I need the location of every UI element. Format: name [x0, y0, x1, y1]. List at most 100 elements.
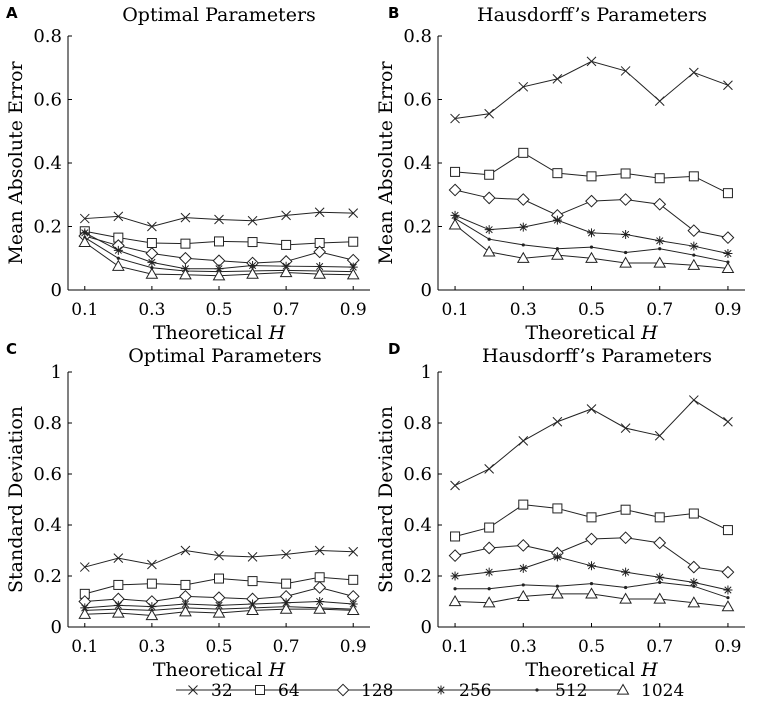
panel-a-series-1024-point: [212, 269, 226, 281]
panel-d-series-32-point: [484, 464, 495, 474]
panel-a-series-256-point: [80, 228, 90, 238]
panel-b-series-1024-point: [516, 251, 530, 263]
panel-d-series-256-point: [552, 552, 562, 562]
panel-b-series-32-point: [620, 66, 631, 76]
panel-d-series-1024-point: [551, 587, 564, 599]
panel-b-xtick-label: 0.1: [442, 300, 469, 320]
panel-d-letter: D: [388, 340, 400, 358]
panel-b-series-64-point: [654, 173, 665, 184]
panel-b-series-32-point: [450, 113, 460, 124]
panel-d-series-512-point: [692, 584, 696, 588]
panel-b-series-32-point: [484, 108, 495, 119]
panel-d-series-256: [450, 552, 733, 595]
panel-c-series-64-point: [348, 574, 359, 585]
panel-d-series-1024-point: [585, 587, 598, 599]
panel-d-ylabel: Standard Deviation: [375, 406, 397, 593]
panel-c-ytick-label: 1: [51, 362, 62, 383]
panel-c-series-1024-point: [313, 602, 327, 614]
panel-b-series-512-point: [521, 243, 525, 247]
panel-a-series-32: [79, 207, 359, 232]
panel-d-xtick-label: 0.7: [646, 637, 673, 657]
panel-b-series-256-point: [552, 215, 562, 225]
panel-d-series-1024-point: [721, 600, 735, 612]
panel-c: C Optimal Parameters 0 0.2 0.4 0.6 0.8 1 0.1 0.3 0…: [5, 340, 370, 681]
panel-d-series-128-point: [516, 538, 530, 552]
panel-a-letter: A: [6, 4, 18, 22]
panel-d-series-512-point: [453, 587, 457, 591]
panel-d-series-32-point: [620, 423, 631, 433]
panel-b-series-64-point: [722, 188, 733, 199]
panel-c-series-1024-point: [78, 607, 92, 619]
panel-b-ytick-label: 0.6: [403, 90, 432, 111]
panel-d-ytick-label: 1: [421, 362, 432, 383]
panel-b-series-32-point: [654, 96, 665, 106]
panel-d-series-1024-point: [448, 594, 462, 607]
panel-b-series-128-point: [687, 224, 701, 238]
panel-c-series-64-point: [180, 579, 191, 590]
panel-d-ytick-label: 0.6: [403, 464, 432, 485]
panel-d-series-256-point: [587, 561, 596, 571]
panel-d-xtick-label: 0.9: [714, 637, 741, 657]
panel-a-series-1024-point: [179, 268, 192, 280]
panel-b-xlabel-var: H: [640, 322, 658, 344]
panel-d-series-256-point: [723, 585, 733, 595]
panel-b-series-32: [450, 56, 733, 124]
panel-b-series-64-point: [484, 169, 495, 180]
panel-b-series-512-point: [692, 253, 696, 257]
panel-c-series-256-point: [214, 600, 224, 610]
panel-b-series-256-point: [450, 210, 460, 220]
panel-b-series-256-point: [689, 241, 699, 251]
panel-b-series-512-point: [589, 245, 594, 249]
panel-b-xtick-label: 0.9: [714, 300, 741, 320]
panel-c-xlabel: Theoretical H: [153, 659, 286, 681]
panel-b-ytick-label: 0.2: [403, 217, 432, 238]
panel-b-series-1024-point: [448, 218, 462, 230]
panel-b-series-1024-point: [619, 256, 632, 268]
panel-a-series-32-point: [147, 221, 157, 232]
panel-b-series-64-point: [620, 168, 631, 179]
legend-label-32: 32: [211, 681, 233, 701]
panel-b-series-256: [450, 210, 733, 258]
panel-c-series-32-point: [348, 546, 359, 557]
panel-c-series-256-point: [315, 597, 325, 606]
panel-c-series-32-point: [247, 552, 258, 562]
panel-a-series-256-point: [214, 264, 224, 274]
legend-marker-32: [188, 685, 198, 695]
panel-a-title: Optimal Parameters: [122, 4, 316, 26]
panel-b-series-1024-point: [585, 251, 598, 263]
panel-a-xtick-label: 0.5: [205, 300, 232, 320]
panel-d-series-32-point: [450, 480, 460, 491]
panel-a-series-32-point: [180, 212, 191, 223]
legend-marker-1024: [616, 683, 630, 695]
panel-c-series-32-point: [281, 549, 291, 560]
panel-d-series-32-point: [654, 430, 665, 441]
panel-c-ytick-label: 0.8: [33, 413, 62, 434]
legend-entry-512: 512: [535, 681, 587, 701]
panel-d-series-32-point: [688, 395, 699, 405]
panel-d-series-32-point: [586, 404, 597, 414]
panel-c-series-32-point: [180, 545, 191, 556]
legend-marker-256: [436, 685, 446, 695]
panel-a: A Optimal Parameters 0 0.2 0.4 0.6 0.8 0.1 0.3 0.…: [5, 4, 370, 344]
panel-c-series-64-point: [146, 578, 157, 589]
panel-a-series-1024-point: [279, 266, 293, 278]
panel-b-series-128: [448, 183, 735, 245]
panel-d-series-64-point: [688, 508, 699, 519]
panel-b-series-512-point: [487, 237, 491, 241]
panel-c-series-256-point: [180, 599, 190, 609]
panel-a-series-1024-point: [246, 267, 259, 279]
panel-d-series-64-point: [654, 512, 665, 523]
panel-d-series-64-point: [484, 522, 495, 533]
panel-b-series-1024: [448, 218, 735, 274]
panel-a-series-1024-point: [111, 259, 125, 271]
panel-a-ylabel: Mean Absolute Error: [5, 61, 27, 265]
panel-a-series-128-point: [313, 245, 327, 259]
panel-b-xtick-label: 0.5: [578, 300, 605, 320]
panel-a-series-256-point: [348, 262, 358, 272]
panel-b-series-1024-point: [687, 258, 701, 270]
panel-d-series-64-point: [586, 512, 597, 523]
panel-c-series-64-point: [214, 573, 224, 584]
panel-b-series-64-point: [688, 171, 699, 182]
legend-marker-128: [336, 683, 350, 697]
